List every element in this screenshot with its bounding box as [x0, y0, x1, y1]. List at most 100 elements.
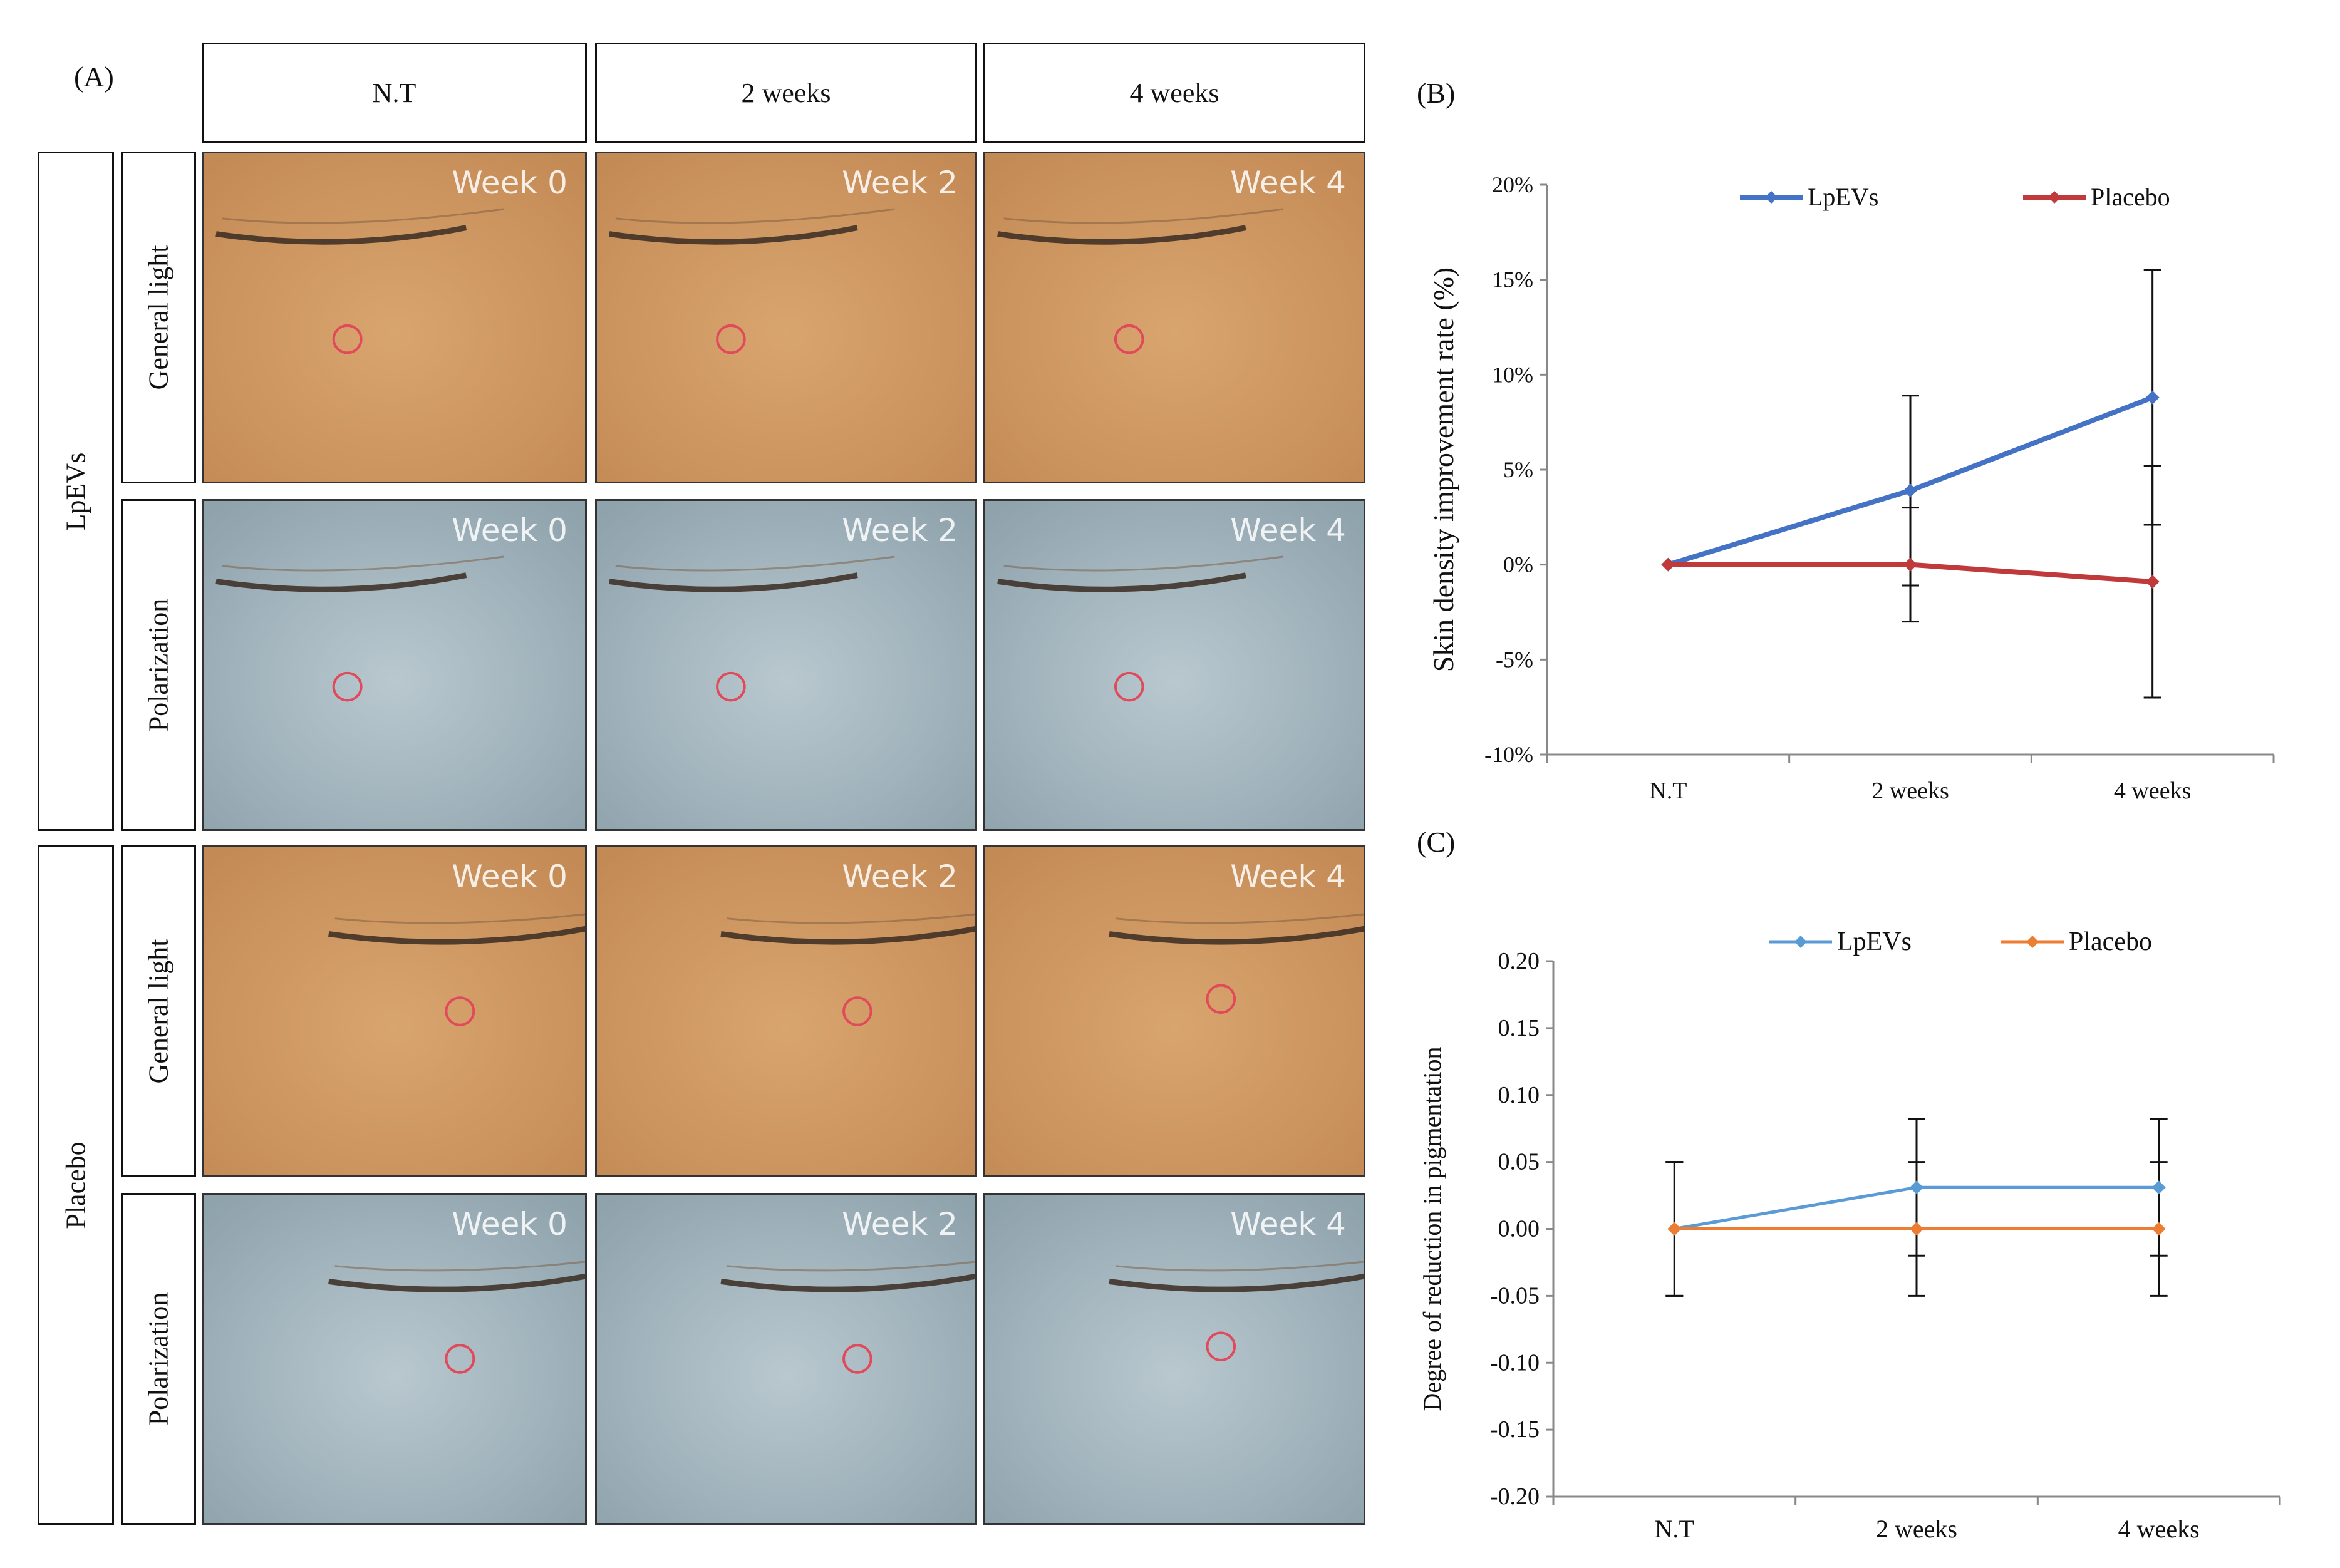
condition-label-placebo-polarization: Polarization — [121, 1193, 196, 1525]
skin-texture — [204, 153, 585, 482]
legend-label: LpEVs — [1837, 927, 1912, 956]
condition-label-text: General light — [143, 245, 174, 390]
column-header-4-weeks: 4 weeks — [983, 43, 1365, 143]
skin-photo-lpevs-general-light-0: Week 0 — [202, 152, 587, 483]
skin-texture — [597, 847, 975, 1175]
data-point-Placebo — [1667, 1222, 1682, 1236]
week-label: Week 4 — [1230, 165, 1346, 201]
spot-marker-circle — [1206, 1331, 1236, 1361]
skin-texture — [985, 847, 1364, 1175]
x-tick-label: N.T — [1649, 778, 1687, 804]
week-label: Week 4 — [1230, 1206, 1346, 1242]
skin-photo-placebo-polarization-1: Week 2 — [595, 1193, 977, 1525]
y-tick-label: 5% — [1503, 457, 1533, 482]
spot-marker-circle — [1114, 671, 1144, 702]
group-label-lpevs: LpEVs — [38, 152, 114, 831]
legend-label: Placebo — [2091, 183, 2170, 211]
spot-marker-circle — [842, 996, 872, 1026]
week-label: Week 4 — [1230, 859, 1346, 895]
condition-label-text: General light — [143, 939, 174, 1084]
pigmentation-chart: -0.20 -0.15 -0.10 -0.05 0.00 0.05 0.10 0.15 0.20… — [1418, 927, 2281, 1543]
data-point-Placebo — [2151, 1222, 2166, 1236]
skin-texture — [985, 501, 1364, 829]
y-tick-label: -0.05 — [1490, 1282, 1540, 1309]
week-label: Week 0 — [452, 1206, 567, 1242]
data-point-Placebo — [2145, 574, 2160, 589]
skin-photo-placebo-polarization-0: Week 0 — [202, 1193, 587, 1525]
group-label-lpevs-text: LpEVs — [60, 452, 91, 530]
panel-b-letter: (B) — [1417, 77, 1456, 109]
skin-photo-placebo-general-light-0: Week 0 — [202, 845, 587, 1177]
panel-a-letter: (A) — [74, 61, 114, 93]
x-tick-label: 4 weeks — [2118, 1515, 2200, 1543]
week-label: Week 2 — [842, 512, 958, 549]
condition-label-text: Polarization — [143, 1292, 174, 1426]
skin-photo-lpevs-polarization-1: Week 2 — [595, 499, 977, 831]
y-tick-label: 0% — [1503, 552, 1533, 577]
x-tick-label: 2 weeks — [1876, 1515, 1957, 1543]
condition-label-lpevs-general-light: General light — [121, 152, 196, 483]
condition-label-lpevs-polarization: Polarization — [121, 499, 196, 831]
legend-swatch-marker — [1794, 936, 1807, 948]
y-tick-label: -10% — [1484, 742, 1533, 767]
skin-photo-placebo-polarization-2: Week 4 — [983, 1193, 1365, 1525]
skin-photo-placebo-general-light-1: Week 2 — [595, 845, 977, 1177]
column-header-2-weeks: 2 weeks — [595, 43, 977, 143]
y-tick-label: -0.15 — [1490, 1416, 1540, 1443]
legend-label: LpEVs — [1808, 183, 1878, 211]
spot-marker-circle — [716, 671, 746, 702]
condition-label-placebo-general-light: General light — [121, 845, 196, 1177]
spot-marker-circle — [1206, 984, 1236, 1014]
skin-texture — [204, 1195, 585, 1523]
x-tick-label: 4 weeks — [2114, 778, 2191, 804]
data-point-LpEVs — [2151, 1180, 2166, 1195]
week-label: Week 2 — [842, 859, 958, 895]
group-label-placebo: Placebo — [38, 845, 114, 1525]
data-point-LpEVs — [2145, 390, 2160, 405]
legend-label: Placebo — [2069, 927, 2152, 956]
legend-swatch-marker — [2026, 936, 2039, 948]
legend-swatch-marker — [2048, 191, 2061, 204]
skin-photo-placebo-general-light-2: Week 4 — [983, 845, 1365, 1177]
y-tick-label: -0.20 — [1490, 1483, 1540, 1510]
spot-marker-circle — [842, 1344, 872, 1374]
week-label: Week 4 — [1230, 512, 1346, 549]
week-label: Week 0 — [452, 512, 567, 549]
skin-texture — [985, 1195, 1364, 1523]
group-label-placebo-text: Placebo — [60, 1141, 91, 1229]
condition-label-text: Polarization — [143, 598, 174, 732]
y-tick-label: 0.05 — [1498, 1149, 1540, 1175]
week-label: Week 2 — [842, 1206, 958, 1242]
skin-texture — [597, 1195, 975, 1523]
skin-texture — [204, 501, 585, 829]
skin-texture — [204, 847, 585, 1175]
panel-c-letter: (C) — [1417, 826, 1456, 858]
data-point-Placebo — [1910, 1222, 1923, 1236]
skin-photo-lpevs-polarization-2: Week 4 — [983, 499, 1365, 831]
spot-marker-circle — [1114, 324, 1144, 354]
y-tick-label: 0.10 — [1498, 1082, 1540, 1108]
y-tick-label: 10% — [1492, 362, 1533, 387]
week-label: Week 0 — [452, 859, 567, 895]
y-tick-label: -5% — [1496, 647, 1533, 672]
skin-photo-lpevs-polarization-0: Week 0 — [202, 499, 587, 831]
y-tick-label: 0.00 — [1498, 1216, 1540, 1242]
y-tick-label: 0.20 — [1498, 948, 1540, 974]
data-point-Placebo — [1661, 557, 1675, 572]
data-point-Placebo — [1903, 557, 1917, 572]
y-axis-label: Degree of reduction in pigmentation — [1418, 1046, 1446, 1411]
week-label: Week 0 — [452, 165, 567, 201]
spot-marker-circle — [716, 324, 746, 354]
skin-texture — [597, 501, 975, 829]
y-tick-label: 20% — [1492, 172, 1533, 197]
spot-marker-circle — [332, 671, 363, 702]
y-tick-label: 15% — [1492, 267, 1533, 292]
skin-density-chart: -10% -5% 0% 5% 10% 15% 20% N.T 2 weeks 4 weeks Ski… — [1427, 172, 2275, 804]
data-point-LpEVs — [1910, 1180, 1923, 1195]
skin-texture — [597, 153, 975, 482]
week-label: Week 2 — [842, 165, 958, 201]
skin-photo-lpevs-general-light-1: Week 2 — [595, 152, 977, 483]
legend-swatch-marker — [1765, 191, 1778, 204]
x-tick-label: 2 weeks — [1871, 778, 1949, 804]
y-axis-label: Skin density improvement rate (%) — [1427, 267, 1459, 672]
